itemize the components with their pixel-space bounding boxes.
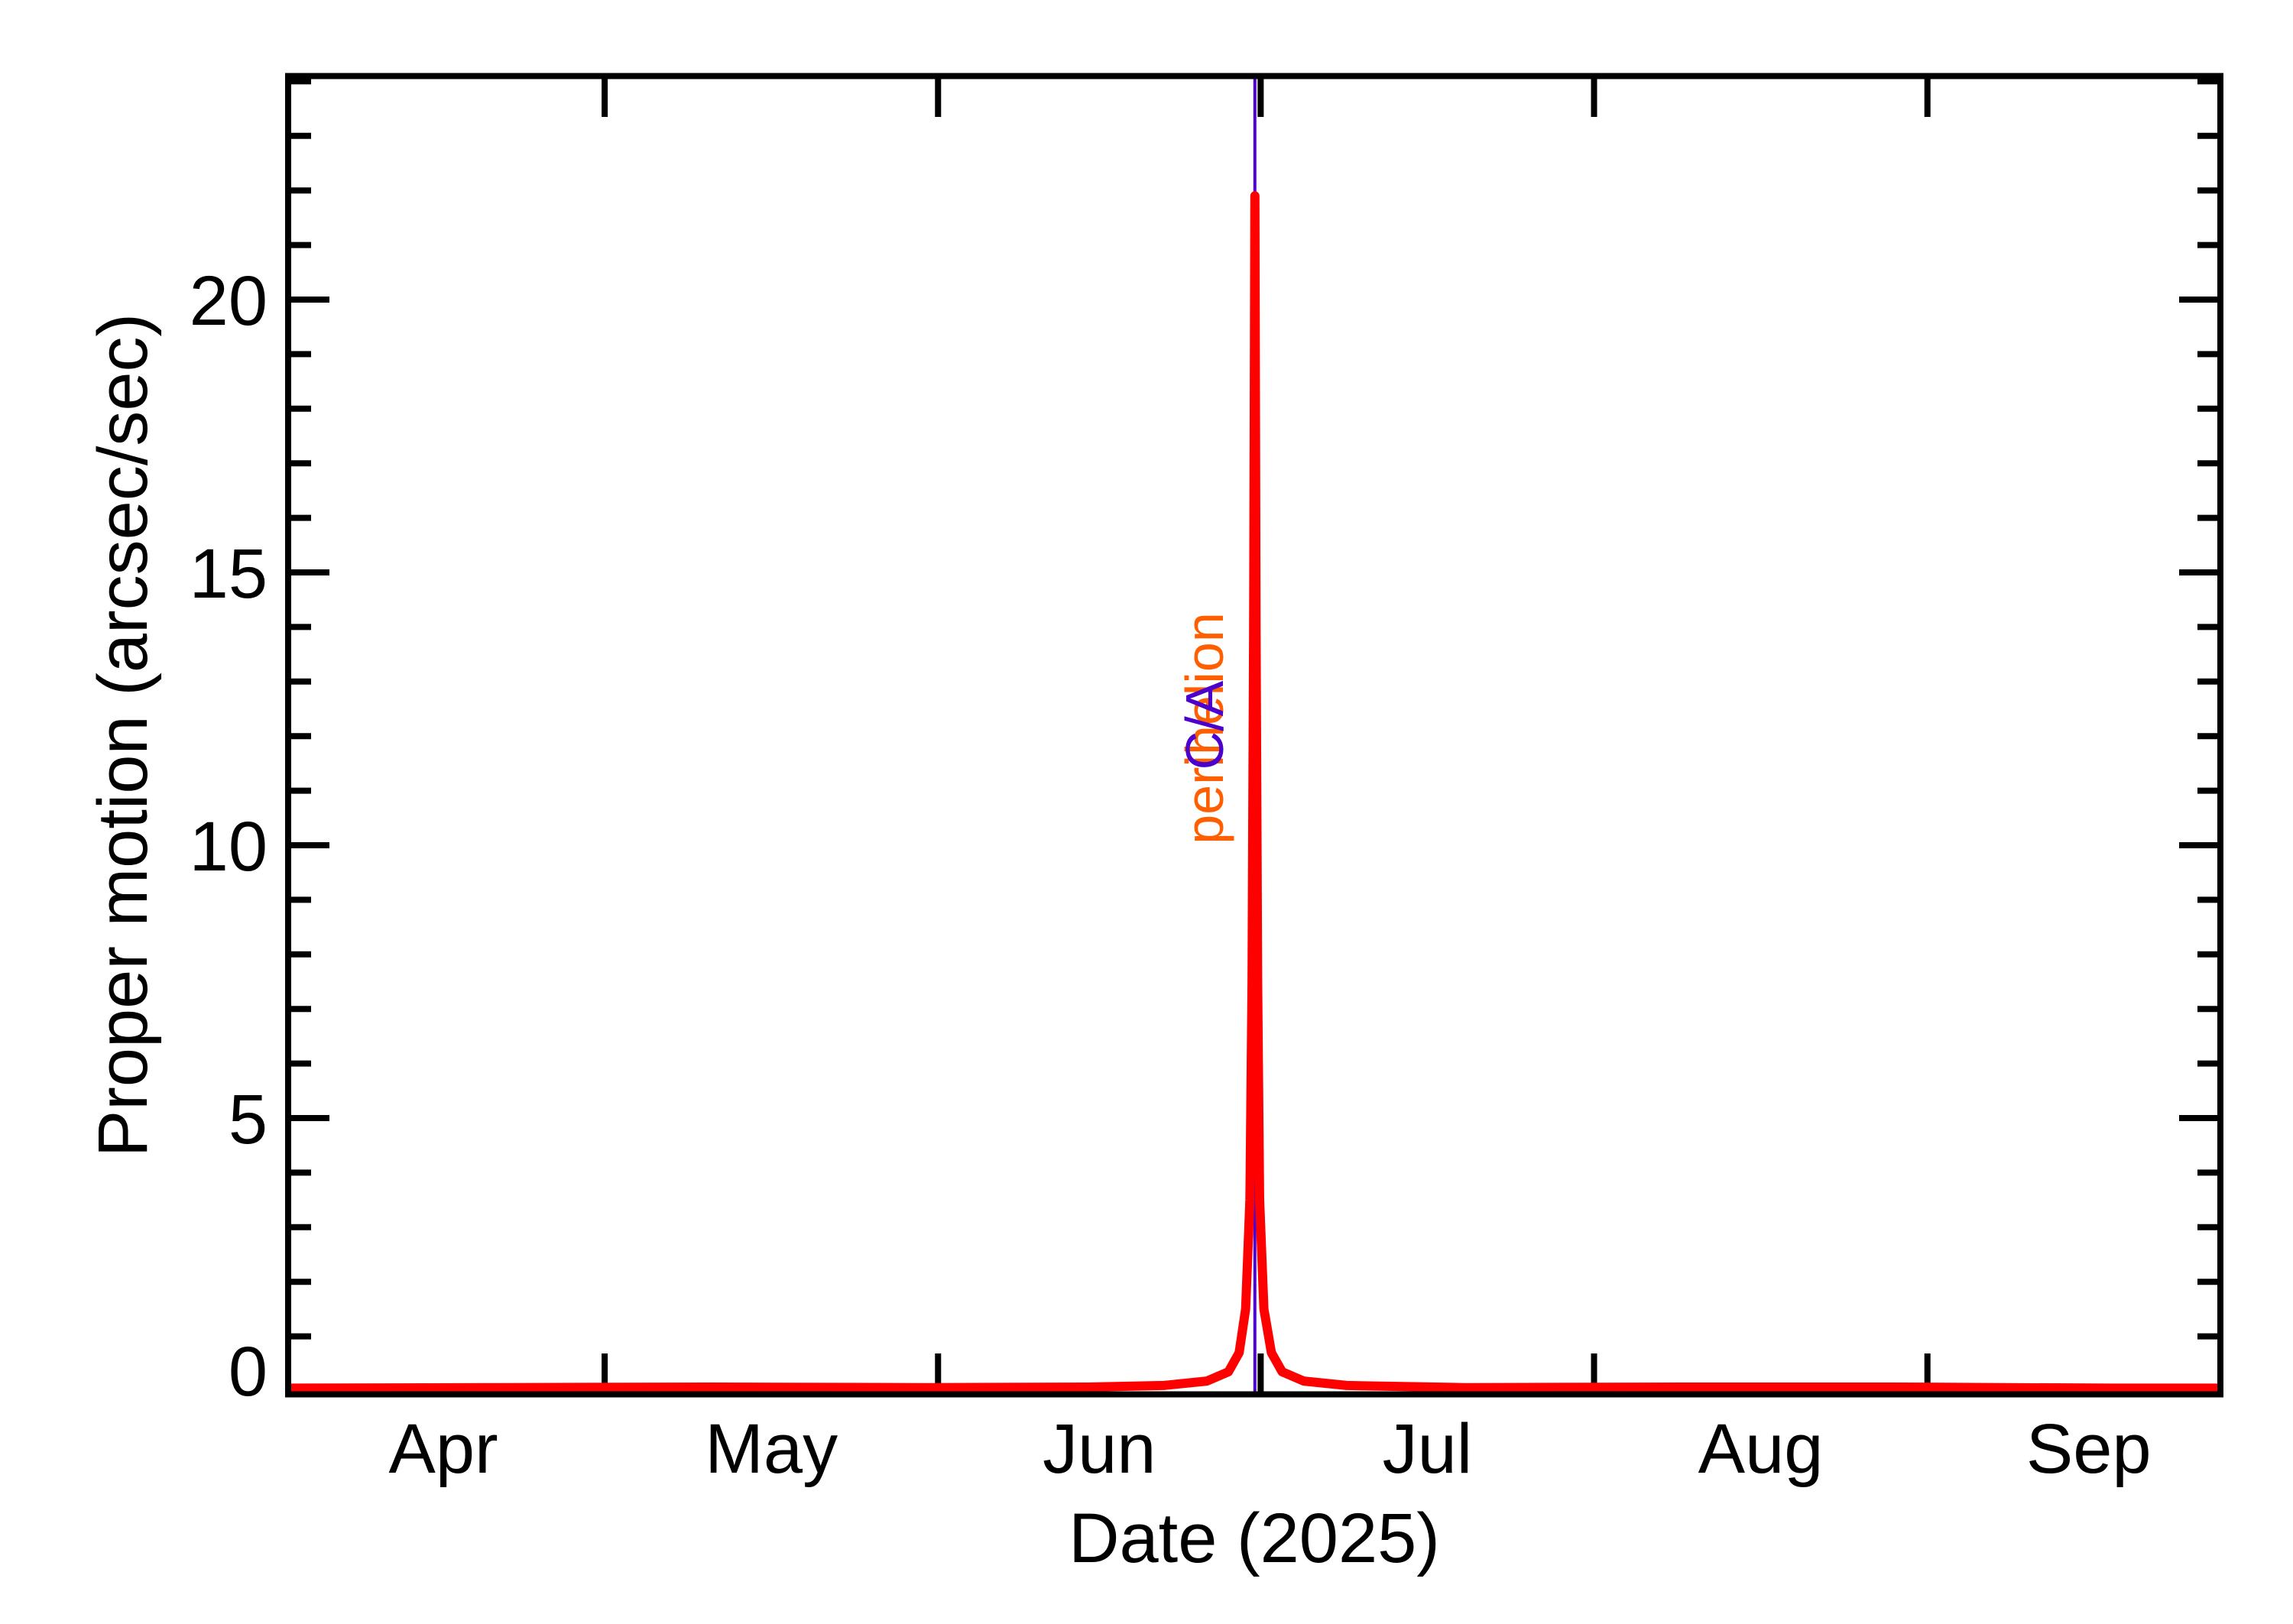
axis-tick-labels: Apr May Jun Jul Aug Sep 0 5 10 15 20	[190, 262, 2152, 1488]
x-tick-label: Jun	[1043, 1410, 1156, 1488]
x-tick-label: Jul	[1383, 1410, 1473, 1488]
y-tick-label: 15	[190, 535, 268, 613]
perihelion-annotation: perihelion	[1175, 612, 1234, 844]
proper-motion-curve	[288, 191, 2221, 1393]
x-tick-label: Aug	[1698, 1410, 1824, 1488]
x-axis-title: Date (2025)	[1069, 1499, 1440, 1577]
y-tick-label: 20	[190, 262, 268, 340]
x-tick-label: May	[705, 1410, 838, 1488]
y-axis-title: Proper motion (arcsec/sec)	[84, 313, 162, 1157]
y-tick-label: 10	[190, 808, 268, 886]
close-approach-annotation: C/A	[1175, 680, 1234, 770]
x-tick-label: Sep	[2026, 1410, 2152, 1488]
x-tick-label: Apr	[388, 1410, 498, 1488]
y-tick-label: 0	[229, 1333, 268, 1411]
plot-frame	[285, 73, 2223, 1398]
y-tick-label: 5	[229, 1081, 268, 1159]
